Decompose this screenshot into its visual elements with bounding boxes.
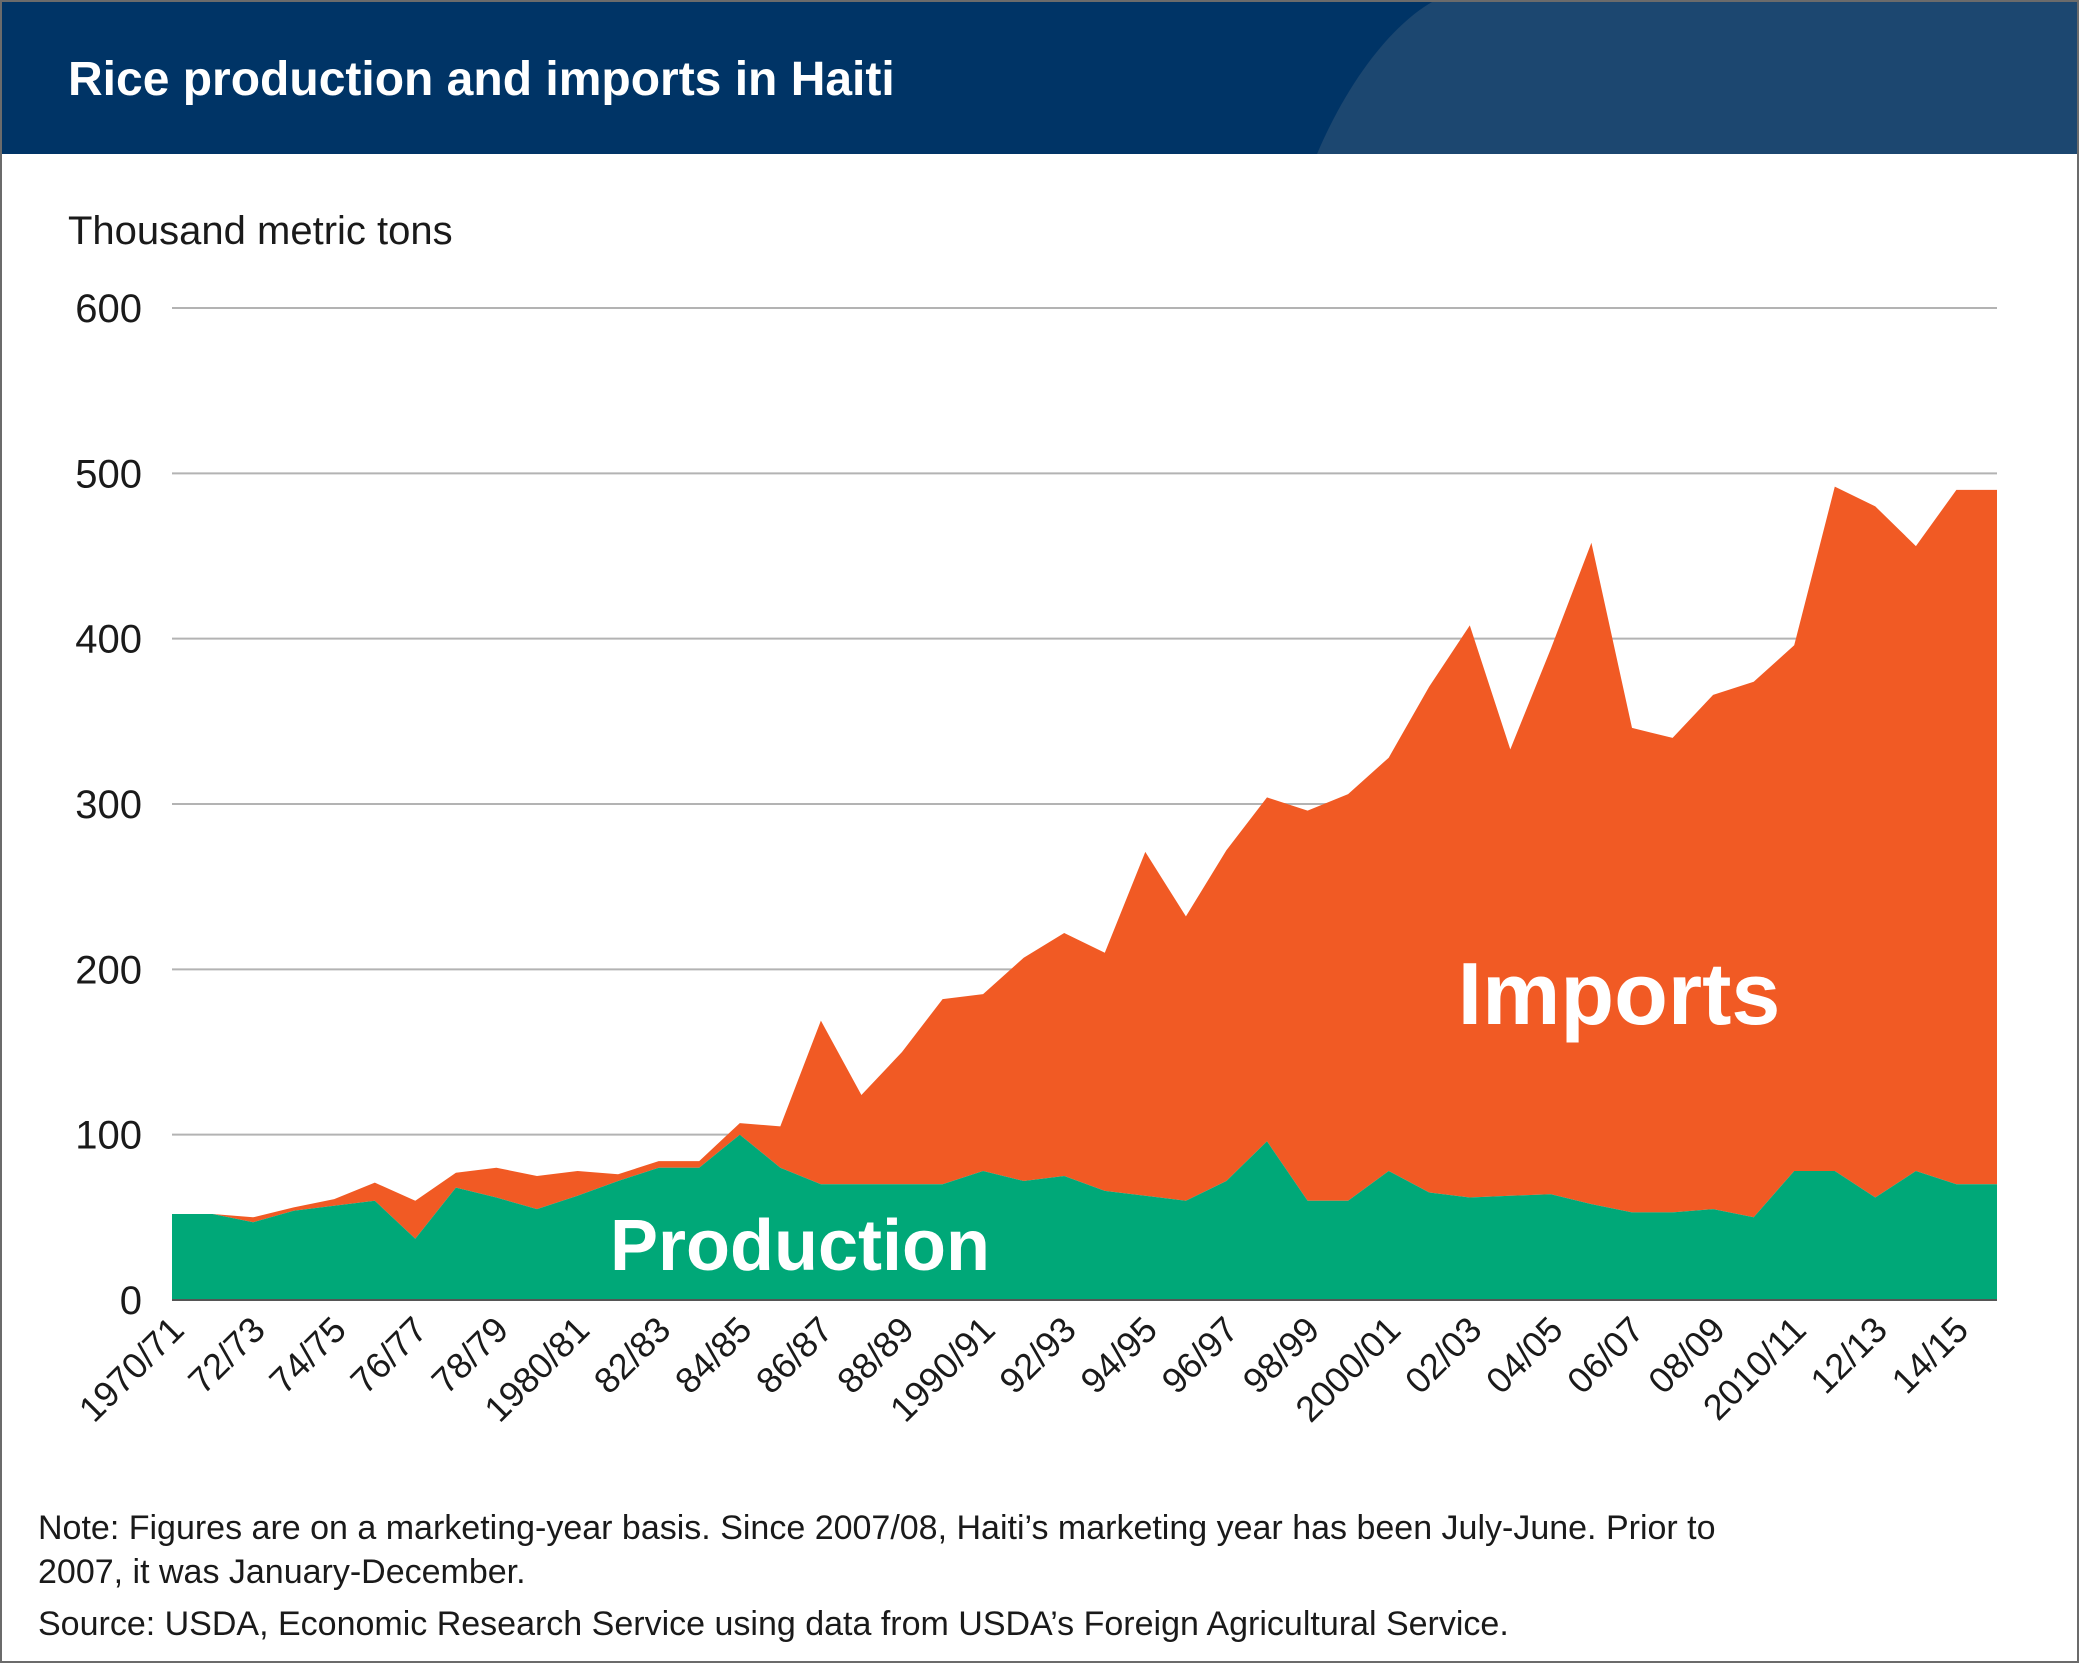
area-chart: Thousand metric tons 0 100 200 300 400 500 600 I… [68, 209, 1997, 1430]
x-tick-label-8: 86/87 [748, 1309, 841, 1402]
y-tick-label-500: 500 [75, 452, 142, 496]
y-tick-label-200: 200 [75, 948, 142, 992]
x-tick-label-12: 94/95 [1072, 1309, 1165, 1402]
y-tick-label-100: 100 [75, 1114, 142, 1158]
x-tick-label-1: 72/73 [180, 1309, 273, 1402]
chart-title: Rice production and imports in Haiti [68, 53, 895, 106]
y-tick-label-400: 400 [75, 618, 142, 662]
production-label: Production [610, 1206, 990, 1286]
imports-area [172, 486, 1997, 1239]
y-tick-label-600: 600 [75, 287, 142, 331]
x-tick-label-2: 74/75 [261, 1309, 354, 1402]
y-tick-label-300: 300 [75, 783, 142, 827]
imports-label: Imports [1458, 944, 1781, 1043]
x-tick-label-21: 12/13 [1802, 1309, 1895, 1402]
source-line: Source: USDA, Economic Research Service … [38, 1605, 1509, 1643]
header-arc-decoration [1317, 2, 2077, 154]
x-tick-label-22: 14/15 [1883, 1309, 1976, 1402]
y-axis-label: Thousand metric tons [68, 209, 453, 253]
x-tick-label-3: 76/77 [342, 1309, 435, 1402]
note-line-1: Note: Figures are on a marketing-year ba… [38, 1509, 1716, 1547]
header-banner: Rice production and imports in Haiti [2, 2, 2077, 154]
x-tick-label-16: 02/03 [1397, 1309, 1490, 1402]
x-tick-label-17: 04/05 [1478, 1309, 1571, 1402]
production-area [172, 1134, 1997, 1300]
x-tick-label-7: 84/85 [667, 1309, 760, 1402]
x-tick-label-0: 1970/71 [71, 1309, 192, 1430]
x-tick-label-6: 82/83 [586, 1309, 679, 1402]
y-tick-label-0: 0 [120, 1279, 142, 1323]
x-tick-label-11: 92/93 [991, 1309, 1084, 1402]
x-tick-label-13: 96/97 [1153, 1309, 1246, 1402]
x-tick-label-18: 06/07 [1559, 1309, 1652, 1402]
note-line-2: 2007, it was January-December. [38, 1553, 526, 1591]
